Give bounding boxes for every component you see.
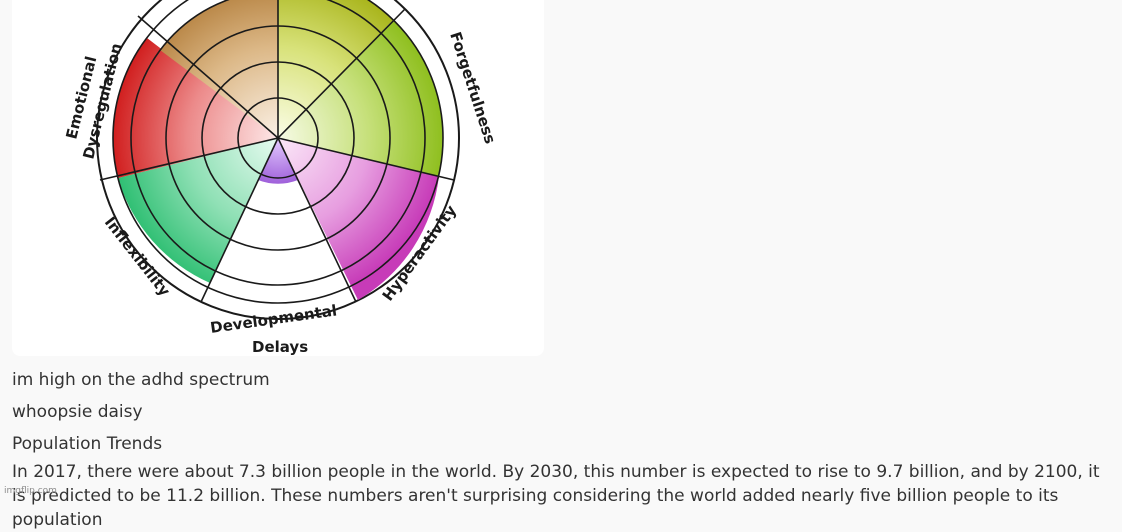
sector-inflexibility	[118, 138, 278, 283]
adhd-wheel-chart: Emotional Dysregulation Forgetfulness Hy…	[62, 0, 499, 356]
sector-inattention	[278, 0, 393, 138]
message-text: whoopsie daisy	[12, 402, 143, 422]
message-text: im high on the adhd spectrum	[12, 370, 270, 390]
watermark: imgflip.com	[4, 486, 57, 496]
wheel-spokes	[99, 0, 455, 303]
message-heading: Population Trends	[12, 434, 163, 454]
label-developmental-delays-2: Delays	[252, 338, 308, 356]
adhd-wheel-image: Emotional Dysregulation Forgetfulness Hy…	[12, 0, 544, 356]
sector-upper-left	[160, 0, 278, 138]
sector-hyperactivity	[278, 138, 439, 300]
population-paragraph: In 2017, there were about 7.3 billion pe…	[12, 462, 1100, 530]
sector-developmental-delays	[258, 138, 298, 184]
sector-emotional-dysregulation	[113, 38, 278, 178]
